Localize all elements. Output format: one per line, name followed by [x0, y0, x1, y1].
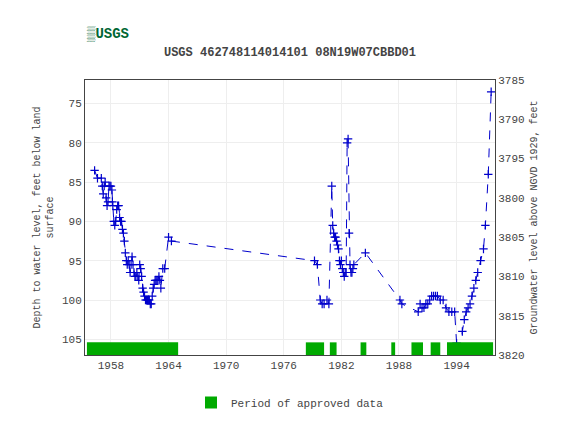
- svg-text:Period of approved data: Period of approved data: [231, 398, 383, 410]
- svg-text:1988: 1988: [386, 360, 412, 372]
- svg-text:1958: 1958: [98, 360, 124, 372]
- svg-text:85: 85: [69, 177, 82, 189]
- svg-text:USGS 462748114014101 08N19W07C: USGS 462748114014101 08N19W07CBBD01: [164, 46, 416, 60]
- svg-text:3790: 3790: [498, 114, 524, 126]
- svg-text:105: 105: [62, 334, 82, 346]
- svg-text:3820: 3820: [498, 350, 524, 362]
- svg-text:3800: 3800: [498, 193, 524, 205]
- svg-text:1982: 1982: [328, 360, 354, 372]
- svg-text:3795: 3795: [498, 153, 524, 165]
- svg-text:3815: 3815: [498, 311, 524, 323]
- svg-text:3805: 3805: [498, 232, 524, 244]
- svg-text:100: 100: [62, 295, 82, 307]
- svg-text:1970: 1970: [213, 360, 239, 372]
- svg-text:1976: 1976: [271, 360, 297, 372]
- svg-text:Depth to water level, feet bel: Depth to water level, feet below landsur…: [32, 106, 56, 328]
- svg-text:Groundwater level above NGVD 1: Groundwater level above NGVD 1929, feet: [529, 100, 540, 334]
- svg-text:95: 95: [69, 256, 82, 268]
- svg-text:▒USGS: ▒USGS: [87, 26, 129, 42]
- svg-text:90: 90: [69, 216, 82, 228]
- svg-text:1964: 1964: [155, 360, 182, 372]
- svg-text:1994: 1994: [443, 360, 470, 372]
- svg-text:75: 75: [69, 98, 82, 110]
- svg-text:80: 80: [69, 138, 82, 150]
- svg-text:3785: 3785: [498, 75, 524, 87]
- svg-text:3810: 3810: [498, 271, 524, 283]
